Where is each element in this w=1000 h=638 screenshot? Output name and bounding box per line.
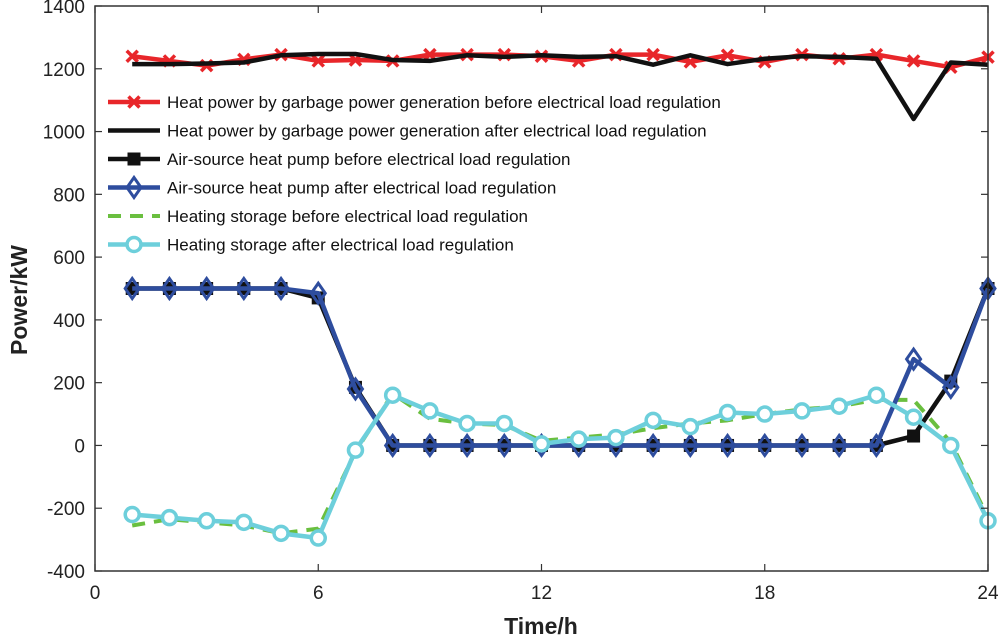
- data-point: [867, 386, 886, 404]
- data-point: [458, 432, 476, 459]
- legend-label: Heating storage after electrical load re…: [167, 236, 514, 255]
- legend-entry: Heat power by garbage power generation a…: [108, 122, 707, 141]
- series-1: [132, 51, 989, 122]
- legend-label: Heat power by garbage power generation b…: [167, 93, 721, 112]
- legend-entry: Air-source heat pump before electrical l…: [108, 150, 571, 169]
- y-tick-label: -400: [47, 562, 85, 583]
- data-point: [644, 432, 662, 459]
- data-point: [309, 529, 327, 547]
- data-point: [383, 386, 402, 404]
- axis-ticks: 0 6 12 18 24 -400 -200 0 200 400 600 800 1000 1200 140…: [43, 0, 999, 604]
- x-axis-title: Time/h: [504, 613, 578, 638]
- data-point: [123, 275, 142, 302]
- y-tick-label: 1200: [43, 60, 85, 81]
- series-5: [123, 386, 997, 547]
- data-point: [720, 48, 735, 63]
- data-point: [235, 513, 253, 532]
- y-tick-label: 200: [53, 374, 85, 395]
- data-point: [718, 432, 737, 459]
- legend-label: Heating storage before electrical load r…: [167, 207, 528, 226]
- y-tick-label: 1400: [43, 0, 85, 18]
- legend-marker: [125, 235, 143, 254]
- legend-marker: [125, 174, 143, 201]
- data-point: [830, 432, 848, 459]
- legend-marker: [127, 95, 141, 109]
- legend-label: Air-source heat pump after electrical lo…: [167, 179, 556, 198]
- data-point: [756, 405, 774, 423]
- series-layer: [123, 47, 997, 547]
- y-tick-label: -200: [47, 499, 85, 520]
- series-3: [123, 275, 997, 459]
- data-point: [495, 432, 514, 459]
- data-point: [197, 275, 216, 302]
- legend-entry: Heating storage before electrical load r…: [108, 207, 528, 226]
- legend-label: Air-source heat pump before electrical l…: [167, 150, 571, 169]
- y-axis-title: Power/kW: [6, 245, 32, 355]
- x-tick-label: 24: [977, 583, 999, 604]
- data-point: [569, 430, 588, 448]
- data-point: [383, 432, 402, 459]
- data-point: [904, 408, 923, 426]
- series-line: [132, 51, 989, 122]
- series-line: [132, 286, 991, 448]
- data-point: [346, 376, 365, 402]
- data-point: [681, 417, 700, 436]
- data-point: [906, 54, 921, 68]
- data-point: [607, 428, 625, 447]
- legend-marker: [127, 152, 141, 166]
- x-tick-label: 0: [90, 583, 101, 604]
- data-point: [646, 47, 660, 62]
- legend-entry: Air-source heat pump after electrical lo…: [108, 174, 556, 201]
- data-point: [681, 432, 700, 459]
- data-point: [793, 432, 811, 459]
- data-point: [309, 280, 328, 306]
- data-point: [907, 429, 921, 443]
- data-point: [197, 512, 216, 530]
- y-tick-label: 800: [53, 185, 85, 206]
- series-2: [125, 282, 995, 452]
- data-point: [346, 441, 365, 459]
- x-tick-label: 6: [313, 583, 324, 604]
- data-point: [421, 402, 439, 420]
- data-point: [458, 414, 476, 433]
- data-point: [941, 374, 960, 400]
- y-tick-label: 600: [53, 248, 85, 269]
- y-tick-label: 1000: [43, 123, 85, 144]
- legend-label: Heat power by garbage power generation a…: [167, 122, 707, 141]
- data-point: [495, 414, 514, 433]
- data-point: [904, 346, 923, 372]
- data-point: [160, 508, 179, 527]
- data-point: [123, 505, 141, 524]
- series-line: [132, 392, 991, 541]
- y-tick-label: 0: [74, 436, 85, 457]
- data-point: [160, 275, 179, 302]
- x-tick-label: 18: [754, 583, 775, 604]
- data-point: [644, 411, 662, 430]
- data-point: [867, 432, 886, 459]
- data-point: [830, 397, 848, 415]
- series-line: [132, 286, 991, 448]
- data-point: [235, 275, 253, 302]
- series-4: [131, 391, 990, 536]
- data-point: [718, 403, 737, 422]
- series-line: [131, 391, 990, 536]
- data-point: [272, 275, 290, 302]
- data-point: [272, 524, 290, 543]
- data-point: [421, 432, 439, 459]
- legend: Heat power by garbage power generation b…: [108, 93, 721, 255]
- legend-entry: Heat power by garbage power generation b…: [108, 93, 721, 112]
- x-tick-label: 12: [531, 583, 552, 604]
- y-tick-label: 400: [53, 311, 85, 332]
- data-point: [793, 402, 811, 420]
- data-point: [755, 432, 774, 459]
- data-point: [125, 49, 139, 63]
- data-point: [311, 54, 325, 68]
- legend-entry: Heating storage after electrical load re…: [108, 236, 514, 255]
- data-point: [532, 435, 551, 453]
- data-point: [942, 436, 960, 455]
